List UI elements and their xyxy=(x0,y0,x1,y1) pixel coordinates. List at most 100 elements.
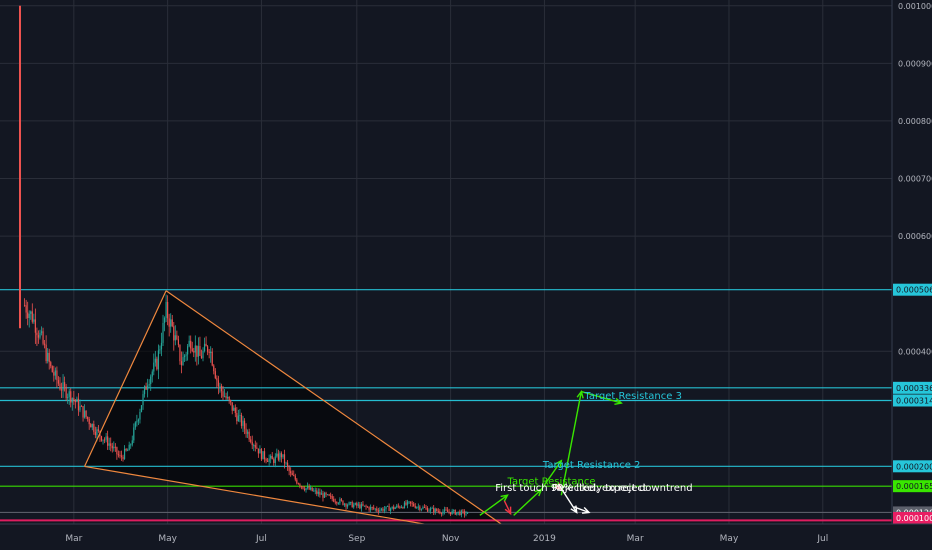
candle-body xyxy=(379,509,381,512)
arrow-shaft[interactable] xyxy=(573,506,590,514)
candle-body xyxy=(413,503,415,507)
candle-body xyxy=(330,495,332,497)
candle-body xyxy=(214,371,216,379)
arrow-head[interactable] xyxy=(554,459,563,468)
candle-body xyxy=(386,506,389,507)
candle-body xyxy=(337,503,339,504)
candle-body xyxy=(257,448,259,454)
candle-body xyxy=(345,503,347,507)
candle-body xyxy=(363,505,366,507)
time-tick-label: May xyxy=(158,534,177,544)
candle-body xyxy=(194,345,196,353)
level-price-tag[interactable] xyxy=(893,460,932,473)
wedge-left-line[interactable] xyxy=(84,290,167,467)
candle-body xyxy=(91,423,93,428)
price-axis[interactable]: 0.0010000 0.0009000 0.0008000 0.0007000 0.00… xyxy=(891,0,932,550)
candle-body xyxy=(187,346,189,355)
candle-body xyxy=(170,319,172,327)
candle-body xyxy=(439,511,441,514)
candle-body xyxy=(47,352,49,362)
candle-body xyxy=(80,406,83,407)
candle-body xyxy=(222,391,224,397)
candle-body xyxy=(265,459,267,461)
candle-body xyxy=(196,345,198,357)
candle-body xyxy=(365,505,367,507)
arrow-shaft[interactable] xyxy=(503,500,512,514)
candle-body xyxy=(44,343,46,345)
price-tick-label: 0.0008000 xyxy=(898,117,932,126)
candle-body xyxy=(428,510,430,512)
arrow-head[interactable] xyxy=(504,506,512,516)
candle-body xyxy=(333,498,335,502)
projection-arrows[interactable] xyxy=(479,389,623,516)
level-price-tag[interactable] xyxy=(893,283,932,296)
level-price-label: 0.0003145 xyxy=(896,396,932,405)
candle-body xyxy=(254,445,256,448)
candle-body xyxy=(102,439,104,441)
arrow-head[interactable] xyxy=(614,397,623,405)
candle-body xyxy=(205,343,207,347)
arrow-shaft[interactable] xyxy=(479,494,508,516)
candle-body xyxy=(31,311,33,322)
price-axis-background xyxy=(892,0,932,550)
wedge-upper-line[interactable] xyxy=(165,290,527,542)
arrow-head[interactable] xyxy=(500,494,509,502)
candle-body xyxy=(56,370,58,381)
annotation-label: Rejected, expect downtrend xyxy=(552,483,692,494)
candle-body xyxy=(100,436,103,441)
candle-body xyxy=(374,508,376,510)
level-price-label: 0.0001657 xyxy=(896,482,932,491)
candle-body xyxy=(220,385,223,392)
candle-body xyxy=(436,508,438,511)
time-axis[interactable]: Mar May Jul Sep Nov 2019 Mar May Jul xyxy=(0,523,932,550)
level-price-tag[interactable] xyxy=(893,480,932,493)
candle-body xyxy=(380,508,383,510)
annotation-label: Target Resistance 2 xyxy=(542,460,641,471)
arrow-head[interactable] xyxy=(581,506,591,514)
candle-body xyxy=(199,346,201,356)
arrow-shaft[interactable] xyxy=(513,488,542,516)
candle-body xyxy=(143,386,146,395)
candle-body xyxy=(256,447,258,449)
arrow-shaft[interactable] xyxy=(581,390,622,404)
arrow-shaft[interactable] xyxy=(560,391,583,496)
candle-body xyxy=(390,508,392,511)
candle-body xyxy=(247,431,249,434)
candle-body xyxy=(305,487,307,491)
candle-body xyxy=(107,436,109,446)
candle-body xyxy=(127,450,129,452)
arrow-shaft[interactable] xyxy=(540,460,562,490)
level-price-tag[interactable] xyxy=(893,381,932,394)
candle-body xyxy=(230,400,232,403)
candle-body xyxy=(208,351,210,354)
candle-body xyxy=(400,507,402,508)
candle-body xyxy=(116,447,118,455)
candle-body xyxy=(173,326,175,341)
arrow-shaft[interactable] xyxy=(557,483,578,513)
candle-body xyxy=(326,494,329,496)
annotation-label: First touch 90% likely to reject xyxy=(495,483,647,494)
candle-body xyxy=(119,455,121,457)
candle-body xyxy=(183,355,186,358)
candle-body xyxy=(223,396,226,398)
candle-body xyxy=(382,508,384,511)
candle-body xyxy=(168,318,170,327)
candle-body xyxy=(385,506,387,510)
candle-body xyxy=(356,503,358,506)
candle-body xyxy=(294,475,296,480)
candle-body xyxy=(388,506,390,511)
candle-body xyxy=(411,503,413,505)
candle-body xyxy=(234,407,236,413)
level-price-tag[interactable] xyxy=(893,394,932,407)
candle-body xyxy=(134,422,136,428)
candle-body xyxy=(30,311,32,314)
candle-body xyxy=(174,335,176,341)
candle-body xyxy=(137,419,140,422)
candle-body xyxy=(253,445,255,446)
level-price-tag[interactable] xyxy=(893,512,932,524)
candle-body xyxy=(393,506,395,509)
candle-body xyxy=(430,508,432,511)
candle-body xyxy=(77,398,80,411)
candle-body xyxy=(280,453,283,458)
